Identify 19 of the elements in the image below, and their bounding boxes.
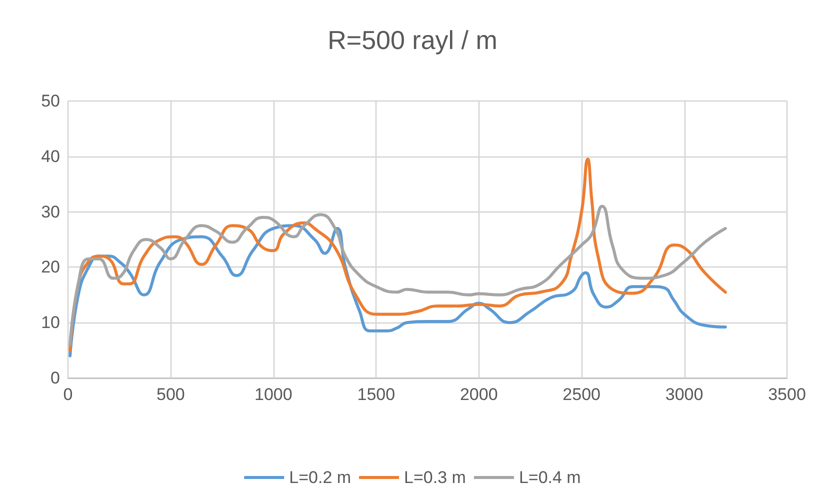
x-tick-label: 2500: [562, 385, 600, 404]
x-tick-label: 2000: [460, 385, 498, 404]
x-tick-label: 0: [63, 385, 73, 404]
y-tick-label: 40: [41, 146, 60, 166]
y-tick-label: 20: [41, 258, 60, 277]
chart-title: R=500 rayl / m: [328, 25, 498, 55]
x-tick-label: 1500: [357, 385, 396, 404]
line-series: [68, 204, 727, 346]
legend-label: L=0.4 m: [518, 468, 581, 487]
y-tick-label: 50: [41, 92, 60, 110]
y-tick-label: 30: [41, 202, 60, 222]
x-tick-label: 500: [156, 385, 185, 404]
legend-label: L=0.3 m: [404, 468, 466, 487]
y-tick-label: 10: [41, 313, 60, 332]
legend-label: L=0.2 m: [289, 468, 352, 487]
x-tick-label: 3500: [768, 385, 806, 404]
x-tick-label: 3000: [665, 385, 704, 404]
x-tick-label: 1000: [254, 385, 292, 404]
y-tick-label: 0: [50, 368, 60, 388]
